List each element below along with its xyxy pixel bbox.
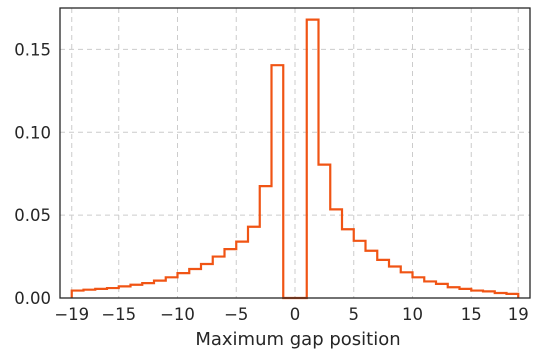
x-axis-ticks: −19 −15 −10 −5 0 5 10 15 19	[54, 305, 528, 324]
histogram-bin	[330, 209, 342, 298]
y-tick-label: 0.00	[14, 289, 51, 308]
histogram-bin	[95, 289, 107, 298]
histogram-bin	[448, 287, 460, 298]
y-tick-label: 0.05	[14, 206, 51, 225]
x-tick-label: −10	[160, 305, 195, 324]
histogram-bin	[319, 165, 331, 298]
histogram-bin	[272, 65, 284, 298]
histogram-bin	[389, 267, 401, 298]
y-axis-ticks: 0.00 0.05 0.10 0.15	[14, 40, 51, 308]
x-tick-label: 0	[290, 305, 301, 324]
histogram-bin	[84, 290, 96, 298]
histogram-bin	[401, 272, 413, 298]
histogram-bin	[154, 281, 166, 298]
histogram-bin	[471, 291, 483, 298]
histogram-bin	[189, 269, 201, 298]
histogram-bin	[213, 257, 225, 298]
x-tick-label: 5	[349, 305, 360, 324]
histogram-bin	[424, 281, 436, 298]
histogram-bin	[201, 264, 213, 298]
histogram-series	[70, 18, 520, 300]
histogram-bin	[436, 284, 448, 298]
histogram-bin	[142, 283, 154, 298]
histogram-bin	[413, 277, 425, 298]
histogram-bin	[236, 242, 248, 298]
histogram-bin	[131, 285, 143, 298]
histogram-bin	[178, 273, 190, 298]
x-axis-title: Maximum gap position	[195, 329, 400, 350]
x-tick-label: −5	[224, 305, 248, 324]
histogram-bin	[460, 289, 472, 298]
histogram-bin	[354, 241, 366, 298]
x-tick-label: 15	[461, 305, 482, 324]
histogram-bin	[72, 291, 84, 298]
histogram-bin	[260, 186, 272, 298]
x-tick-label: −15	[101, 305, 136, 324]
histogram-bin	[107, 288, 119, 298]
y-tick-label: 0.15	[14, 40, 51, 59]
histogram-bin	[248, 227, 260, 298]
histogram-bin	[307, 20, 319, 298]
histogram-bin	[495, 293, 507, 298]
histogram-bin	[119, 286, 131, 298]
y-tick-label: 0.10	[14, 123, 51, 142]
histogram-bin	[377, 260, 389, 298]
x-tick-label: −19	[54, 305, 89, 324]
x-tick-label: 10	[402, 305, 423, 324]
x-tick-label: 19	[508, 305, 529, 324]
histogram-step-line	[70, 18, 520, 300]
histogram-bin	[225, 249, 237, 298]
histogram-bin	[342, 229, 354, 298]
plot-frame	[59, 7, 531, 299]
histogram-bin	[366, 251, 378, 298]
grid	[60, 8, 530, 299]
histogram-bin	[483, 291, 495, 298]
histogram-bin	[166, 277, 178, 298]
